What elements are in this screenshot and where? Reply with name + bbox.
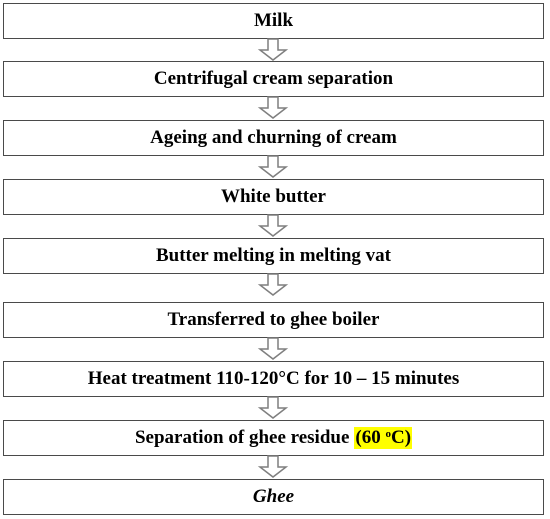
- down-arrow-icon: [257, 96, 289, 119]
- step-heat-treatment: Heat treatment 110-120°C for 10 – 15 min…: [3, 361, 544, 397]
- step-white-butter: White butter: [3, 179, 544, 215]
- step-label: Ghee: [252, 486, 295, 507]
- step-label: Butter melting in melting vat: [155, 245, 391, 266]
- step-ageing-and-churning: Ageing and churning of cream: [3, 120, 544, 156]
- step-milk: Milk: [3, 3, 544, 39]
- step-label: Milk: [253, 10, 294, 31]
- down-arrow-icon: [257, 337, 289, 360]
- step-transferred-to-ghee-boiler: Transferred to ghee boiler: [3, 302, 544, 338]
- step-butter-melting: Butter melting in melting vat: [3, 238, 544, 274]
- down-arrow-icon: [257, 455, 289, 478]
- temperature-highlight: (60 oC): [354, 427, 413, 449]
- down-arrow-icon: [257, 38, 289, 61]
- down-arrow-icon: [257, 155, 289, 178]
- step-centrifugal-cream-separation: Centrifugal cream separation: [3, 61, 544, 97]
- step-label: Separation of ghee residue: [134, 427, 350, 448]
- step-separation-of-ghee-residue: Separation of ghee residue (60 oC): [3, 420, 544, 456]
- step-label: Centrifugal cream separation: [153, 68, 394, 89]
- down-arrow-icon: [257, 214, 289, 237]
- down-arrow-icon: [257, 273, 289, 296]
- step-label: Transferred to ghee boiler: [167, 309, 380, 330]
- step-label: Heat treatment 110-120°C for 10 – 15 min…: [87, 368, 460, 389]
- step-label: White butter: [220, 186, 326, 207]
- step-ghee: Ghee: [3, 479, 544, 515]
- step-label: Ageing and churning of cream: [150, 127, 397, 148]
- down-arrow-icon: [257, 396, 289, 419]
